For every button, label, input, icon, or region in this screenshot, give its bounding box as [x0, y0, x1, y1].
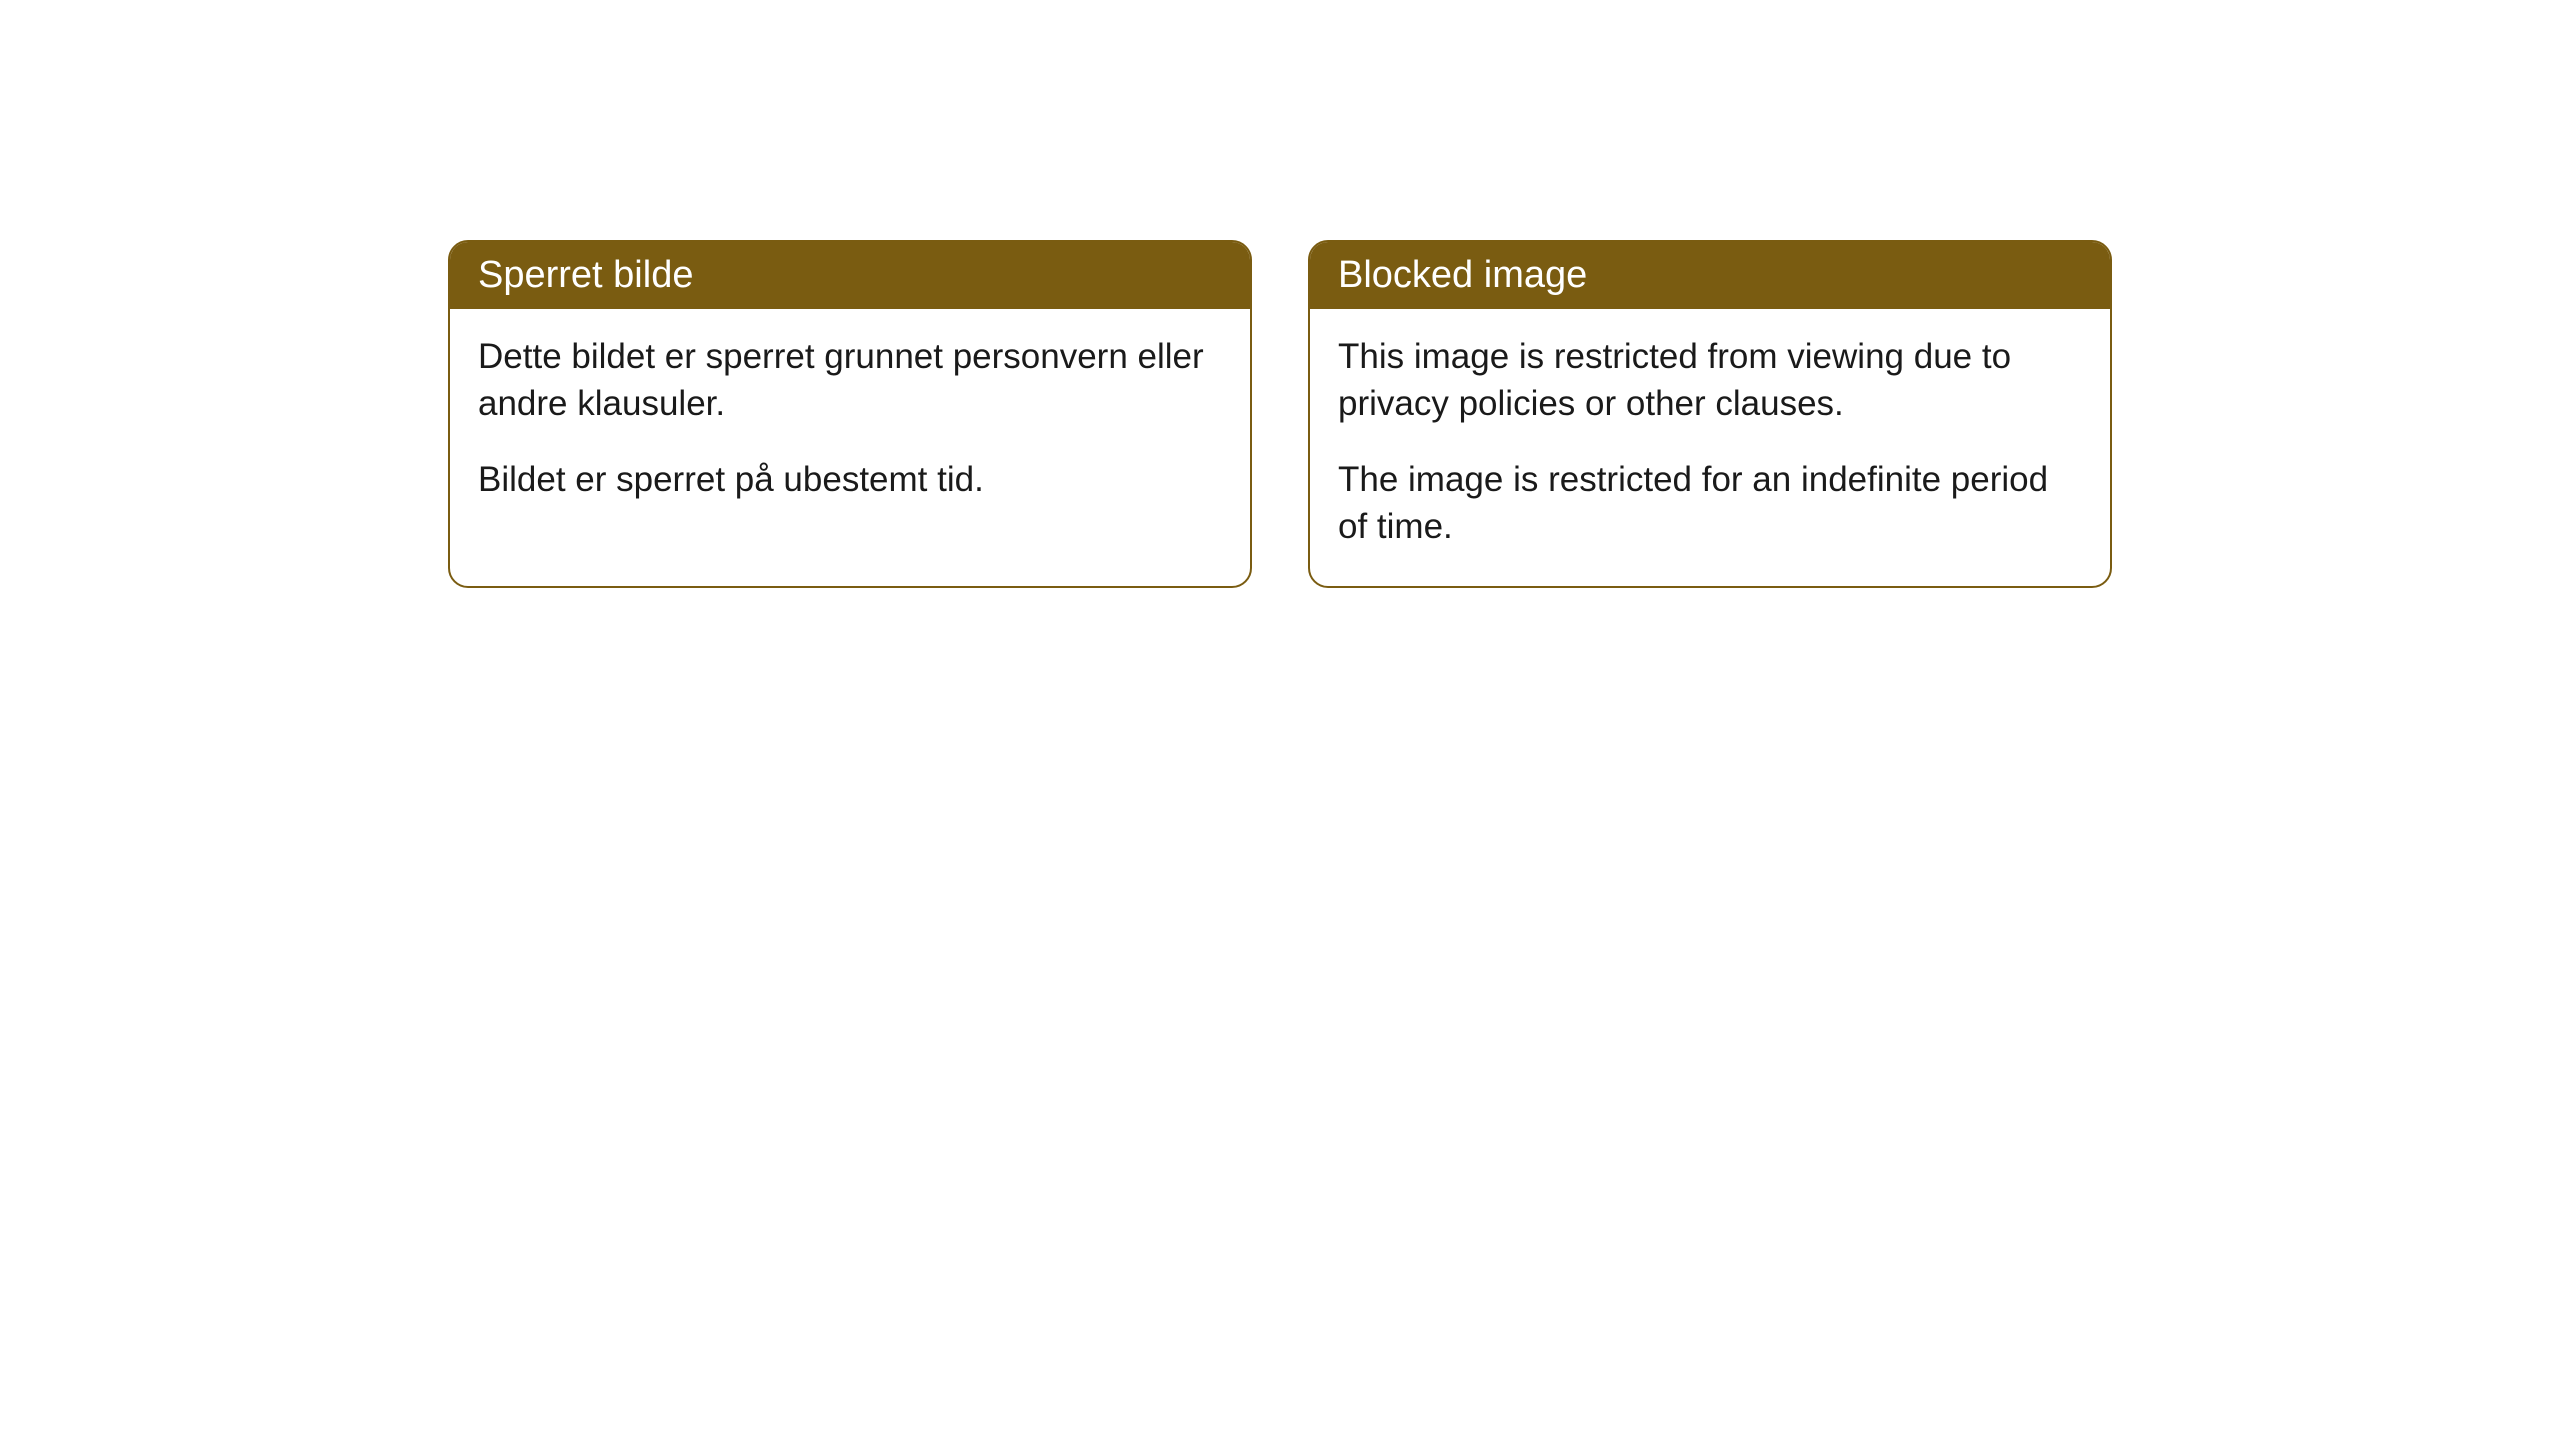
card-paragraph-1-norwegian: Dette bildet er sperret grunnet personve…	[478, 333, 1222, 428]
card-header-english: Blocked image	[1310, 242, 2110, 309]
card-body-english: This image is restricted from viewing du…	[1310, 309, 2110, 586]
card-header-norwegian: Sperret bilde	[450, 242, 1250, 309]
blocked-image-card-english: Blocked image This image is restricted f…	[1308, 240, 2112, 588]
card-paragraph-2-norwegian: Bildet er sperret på ubestemt tid.	[478, 456, 1222, 503]
card-paragraph-1-english: This image is restricted from viewing du…	[1338, 333, 2082, 428]
card-paragraph-2-english: The image is restricted for an indefinit…	[1338, 456, 2082, 551]
blocked-image-card-norwegian: Sperret bilde Dette bildet er sperret gr…	[448, 240, 1252, 588]
cards-container: Sperret bilde Dette bildet er sperret gr…	[0, 240, 2560, 588]
card-body-norwegian: Dette bildet er sperret grunnet personve…	[450, 309, 1250, 539]
